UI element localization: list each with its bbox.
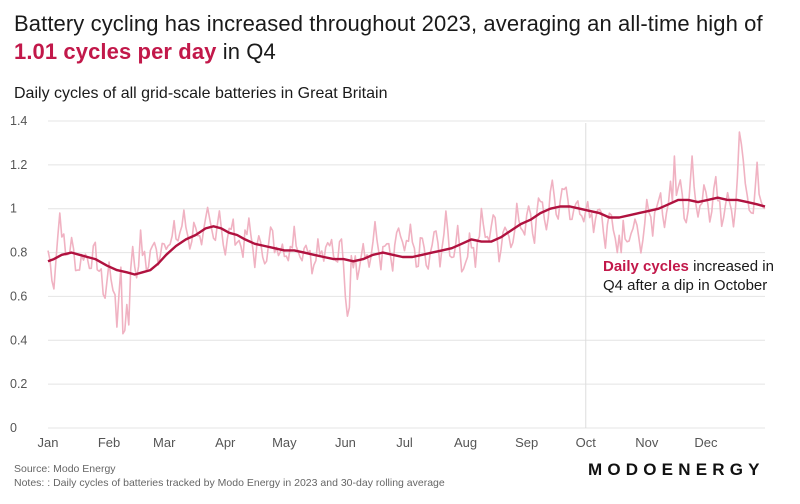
title-text-end: in Q4 [216, 39, 276, 64]
daily-cycles-line [47, 131, 766, 335]
x-tick-label: Oct [576, 435, 597, 450]
chart-subtitle: Daily cycles of all grid-scale batteries… [14, 85, 388, 102]
annotation-line-2: Q4 after a dip in October [603, 277, 767, 294]
y-tick-label: 0.2 [10, 377, 27, 391]
y-tick-label: 1.4 [10, 114, 27, 128]
x-tick-label: Sep [515, 435, 538, 450]
rolling-average-line [47, 196, 766, 276]
annotation-line-1: Daily cycles increased in [603, 258, 774, 275]
x-tick-label: May [272, 435, 297, 450]
x-tick-label: Jun [335, 435, 356, 450]
x-tick-label: Apr [215, 435, 236, 450]
y-tick-label: 0.6 [10, 289, 27, 303]
y-tick-label: 1.2 [10, 158, 27, 172]
y-tick-label: 0.4 [10, 333, 27, 347]
x-tick-label: Aug [454, 435, 477, 450]
title-highlight: 1.01 cycles per day [14, 39, 217, 64]
y-tick-label: 0.8 [10, 246, 27, 260]
notes-text: Notes: : Daily cycles of batteries track… [14, 477, 445, 489]
x-tick-label: Nov [635, 435, 659, 450]
x-tick-label: Jul [396, 435, 413, 450]
title-text-start: Battery cycling has increased throughout… [14, 11, 763, 36]
x-tick-label: Mar [153, 435, 176, 450]
annotation-rest: increased in [689, 258, 774, 275]
y-tick-label: 0 [10, 421, 17, 435]
brand-logo: MODOENERGY [588, 460, 765, 479]
x-tick-label: Feb [98, 435, 120, 450]
y-tick-label: 1 [10, 202, 17, 216]
x-tick-label: Jan [38, 435, 59, 450]
chart-title: Battery cycling has increased throughout… [14, 10, 784, 66]
source-note: Source: Modo Energy [14, 463, 116, 475]
annotation-highlight: Daily cycles [603, 258, 689, 275]
x-tick-label: Dec [694, 435, 718, 450]
